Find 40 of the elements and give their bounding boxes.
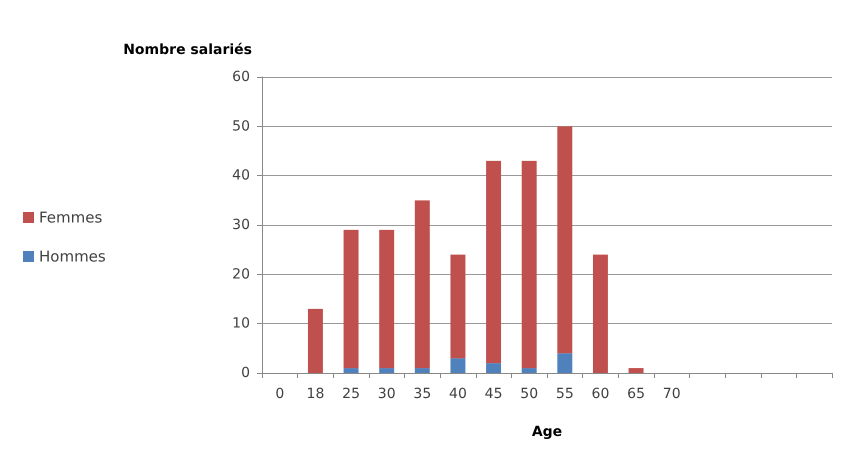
x-tick-label: 35 [413, 386, 432, 402]
x-tick-label: 30 [378, 386, 396, 402]
bar [592, 254, 608, 373]
bar [379, 368, 394, 373]
bar [557, 353, 572, 373]
y-tick-label: 10 [232, 316, 250, 332]
bar [522, 368, 537, 373]
y-tick-label: 0 [241, 365, 250, 381]
x-tick-label: 50 [520, 386, 538, 402]
bar [308, 308, 323, 373]
bar [450, 358, 466, 373]
legend-label: Femmes [39, 208, 102, 226]
bar [450, 254, 466, 358]
x-tick-label: 45 [484, 386, 502, 402]
bar [557, 126, 572, 354]
bar [628, 368, 644, 373]
bar [414, 200, 430, 368]
y-tick-label: 20 [232, 266, 250, 282]
x-tick-label: 18 [306, 386, 324, 402]
x-tick-label: 40 [449, 386, 467, 402]
x-tick-label: 60 [592, 386, 610, 402]
bar [414, 368, 430, 373]
x-tick-label: 65 [627, 386, 645, 402]
x-tick-label: 0 [275, 386, 284, 402]
y-tick-label: 40 [232, 168, 250, 184]
bar [486, 160, 502, 364]
y-tick-label: 60 [232, 69, 250, 85]
bar [522, 160, 537, 368]
y-tick-label: 50 [232, 118, 250, 134]
legend-label: Hommes [39, 248, 106, 266]
bar [379, 230, 394, 368]
bar [344, 230, 359, 368]
y-tick-label: 30 [232, 217, 250, 233]
bar [486, 363, 502, 373]
x-tick-label: 70 [662, 386, 681, 402]
bar [344, 368, 359, 373]
y-axis-title: Nombre salariés [123, 42, 252, 58]
x-tick-label: 55 [556, 386, 574, 402]
x-tick-label: 25 [342, 386, 360, 402]
x-axis-title: Age [532, 424, 562, 440]
